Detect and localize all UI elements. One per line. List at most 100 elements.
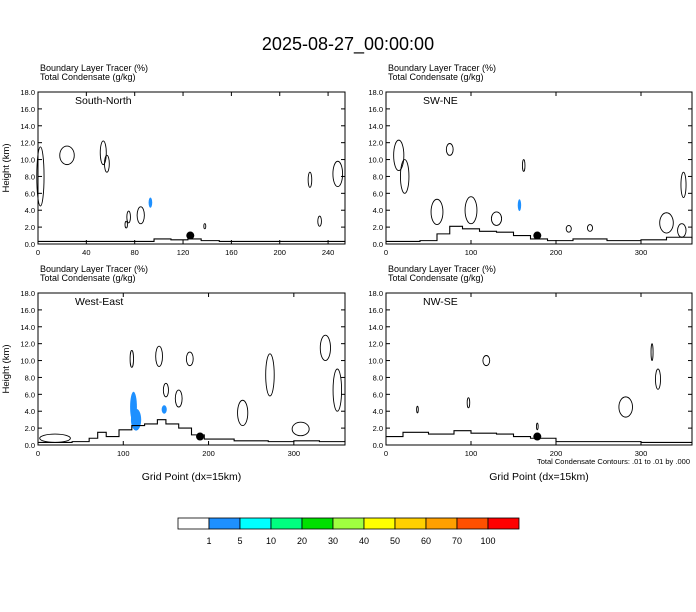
panels-group: Boundary Layer Tracer (%)Total Condensat… bbox=[1, 63, 693, 483]
condensate-contour bbox=[291, 421, 310, 437]
colorbar-swatch bbox=[332, 517, 365, 530]
y-tick-label: 16.0 bbox=[368, 105, 383, 114]
x-tick-label: 0 bbox=[36, 449, 40, 458]
condensate-contour bbox=[618, 396, 633, 418]
panel-label: West-East bbox=[75, 296, 123, 308]
station-marker bbox=[533, 231, 542, 240]
contour-footnote: Total Condensate Contours: .01 to .01 by… bbox=[537, 457, 690, 466]
terrain-line bbox=[386, 430, 692, 444]
x-tick-label: 240 bbox=[322, 248, 335, 257]
condensate-contour bbox=[332, 368, 343, 412]
colorbar-label: 40 bbox=[359, 536, 369, 546]
condensate-contour bbox=[430, 198, 444, 226]
y-tick-label: 0.0 bbox=[373, 441, 383, 450]
y-tick-label: 14.0 bbox=[20, 323, 35, 332]
condensate-contour bbox=[129, 349, 134, 368]
y-tick-label: 10.0 bbox=[368, 156, 383, 165]
colorbar: 1 5 10 20 30 40 50 60 70 100 bbox=[177, 517, 520, 546]
colorbar-label: 1 bbox=[206, 536, 211, 546]
colorbar-swatch bbox=[301, 517, 334, 530]
plot-frame bbox=[37, 292, 346, 446]
x-tick-label: 0 bbox=[384, 449, 388, 458]
y-tick-label: 10.0 bbox=[368, 357, 383, 366]
y-tick-label: 0.0 bbox=[373, 240, 383, 249]
y-axis-label: Height (km) bbox=[1, 344, 12, 393]
panel-west-east: Boundary Layer Tracer (%)Total Condensat… bbox=[1, 264, 346, 483]
condensate-contour bbox=[174, 389, 183, 408]
x-tick-label: 0 bbox=[36, 248, 40, 257]
x-tick-label: 300 bbox=[288, 449, 301, 458]
y-tick-label: 10.0 bbox=[20, 156, 35, 165]
condensate-contour bbox=[319, 334, 331, 362]
condensate-contour bbox=[400, 159, 410, 194]
panel-label: South-North bbox=[75, 95, 132, 107]
station-marker bbox=[196, 432, 205, 441]
condensate-contour bbox=[587, 224, 594, 232]
y-tick-label: 8.0 bbox=[25, 172, 35, 181]
condensate-contour bbox=[155, 345, 163, 367]
y-tick-label: 8.0 bbox=[373, 373, 383, 382]
condensate-contour bbox=[650, 343, 654, 362]
y-tick-label: 8.0 bbox=[373, 172, 383, 181]
condensate-contour bbox=[203, 223, 207, 230]
x-tick-label: 0 bbox=[384, 248, 388, 257]
x-axis-label: Grid Point (dx=15km) bbox=[142, 471, 242, 483]
panel-header-condensate: Total Condensate (g/kg) bbox=[388, 72, 484, 82]
x-tick-label: 200 bbox=[202, 449, 215, 458]
y-tick-label: 0.0 bbox=[25, 240, 35, 249]
y-tick-label: 16.0 bbox=[20, 105, 35, 114]
panel-header-tracer: Boundary Layer Tracer (%) bbox=[388, 63, 496, 73]
station-marker bbox=[533, 432, 542, 441]
condensate-contour bbox=[126, 210, 131, 224]
terrain-line bbox=[38, 419, 346, 444]
y-tick-label: 12.0 bbox=[20, 340, 35, 349]
y-tick-label: 12.0 bbox=[368, 139, 383, 148]
y-tick-label: 16.0 bbox=[20, 306, 35, 315]
y-tick-label: 4.0 bbox=[25, 206, 35, 215]
y-tick-label: 2.0 bbox=[373, 424, 383, 433]
x-tick-label: 80 bbox=[131, 248, 139, 257]
colorbar-swatch bbox=[270, 517, 303, 530]
condensate-contour bbox=[680, 171, 687, 199]
x-tick-label: 300 bbox=[635, 248, 648, 257]
panel-sw-ne: Boundary Layer Tracer (%)Total Condensat… bbox=[368, 63, 693, 257]
tracer-contour-fill bbox=[130, 408, 142, 431]
x-tick-label: 200 bbox=[550, 248, 563, 257]
y-tick-label: 12.0 bbox=[368, 340, 383, 349]
condensate-contour bbox=[104, 154, 110, 173]
panel-label: NW-SE bbox=[423, 296, 458, 308]
panel-header-condensate: Total Condensate (g/kg) bbox=[40, 273, 136, 283]
y-tick-label: 6.0 bbox=[373, 189, 383, 198]
figure-title: 2025-08-27_00:00:00 bbox=[262, 34, 434, 55]
y-tick-label: 14.0 bbox=[368, 122, 383, 131]
colorbar-label: 60 bbox=[421, 536, 431, 546]
condensate-contour bbox=[464, 196, 478, 225]
y-tick-label: 8.0 bbox=[25, 373, 35, 382]
panel-header-condensate: Total Condensate (g/kg) bbox=[40, 72, 136, 82]
panel-south-north: Boundary Layer Tracer (%)Total Condensat… bbox=[1, 63, 346, 257]
y-tick-label: 18.0 bbox=[20, 88, 35, 97]
y-tick-label: 6.0 bbox=[373, 390, 383, 399]
condensate-contour bbox=[490, 211, 503, 226]
x-tick-label: 160 bbox=[225, 248, 238, 257]
colorbar-label: 70 bbox=[452, 536, 462, 546]
condensate-contour bbox=[162, 382, 169, 398]
y-tick-label: 4.0 bbox=[373, 407, 383, 416]
y-axis-label: Height (km) bbox=[1, 143, 12, 192]
y-tick-label: 6.0 bbox=[25, 390, 35, 399]
colorbar-swatch bbox=[177, 517, 210, 530]
panel-header-condensate: Total Condensate (g/kg) bbox=[388, 273, 484, 283]
condensate-contour bbox=[565, 224, 572, 233]
colorbar-label: 10 bbox=[266, 536, 276, 546]
y-tick-label: 14.0 bbox=[368, 323, 383, 332]
colorbar-swatch bbox=[208, 517, 241, 530]
condensate-contour bbox=[185, 351, 194, 367]
x-tick-label: 100 bbox=[465, 449, 478, 458]
y-tick-label: 10.0 bbox=[20, 357, 35, 366]
terrain-line bbox=[38, 238, 346, 243]
panel-label: SW-NE bbox=[423, 95, 458, 107]
condensate-contour bbox=[36, 146, 45, 207]
condensate-contour bbox=[317, 215, 322, 227]
x-tick-label: 100 bbox=[465, 248, 478, 257]
condensate-contour bbox=[393, 139, 405, 171]
